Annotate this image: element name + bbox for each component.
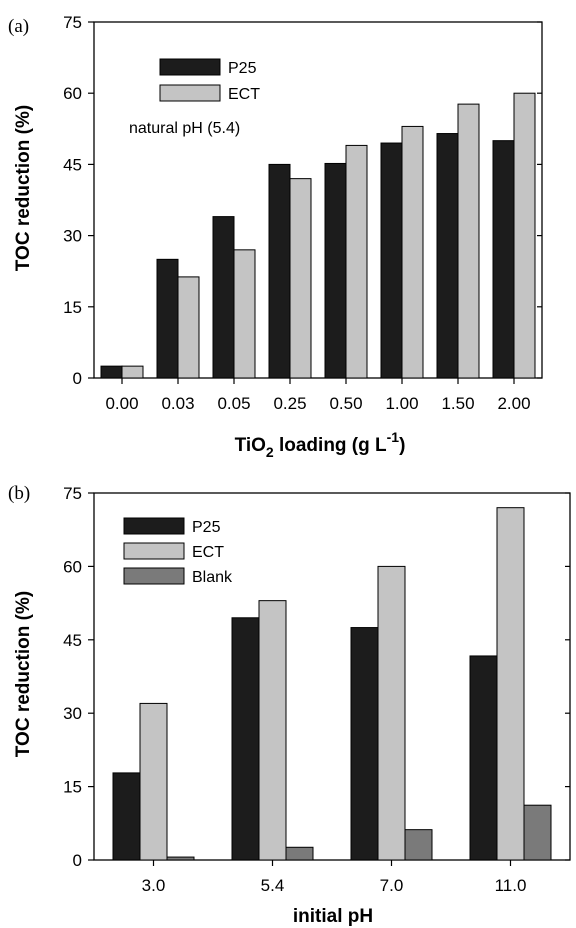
- panel-a-y-tick-label: 60: [63, 84, 82, 103]
- panel-b-y-tick-label: 0: [73, 851, 82, 870]
- panel-b-y-tick-label: 45: [63, 631, 82, 650]
- panel-a-y-tick-label: 75: [63, 13, 82, 32]
- panel-b-bar-p25-7.0: [350, 627, 379, 861]
- panel-b-bar-p25-11.0: [469, 655, 498, 861]
- panel-b-bar-ect-11.0: [496, 507, 525, 861]
- panel-a-label: (a): [8, 16, 29, 37]
- panel-a-x-tick-label: 0.05: [217, 394, 250, 413]
- panel-a-bar-p25-0.03: [156, 258, 179, 379]
- panel-a-bar-p25-0.00: [100, 365, 123, 379]
- panel-a-bar-ect-1.00: [401, 125, 424, 379]
- panel-a-x-tick-label: 1.00: [385, 394, 418, 413]
- panel-a-legend-label-ect: ECT: [228, 86, 260, 103]
- panel-a-x-axis-title-mid: loading (g L: [274, 435, 387, 456]
- panel-a-x-axis-title-end: ): [399, 435, 405, 456]
- panel-a-bar-ect-2.00: [513, 92, 536, 379]
- panel-a-bar-ect-0.00: [121, 365, 144, 379]
- panel-b-y-tick-label: 60: [63, 557, 82, 576]
- panel-a-y-tick-label: 30: [63, 227, 82, 246]
- panel-b-x-axis-title: initial pH: [293, 906, 373, 927]
- panel-a-y-tick-label: 0: [73, 369, 82, 388]
- panel-a-bar-p25-1.50: [436, 133, 459, 379]
- panel-a-x-axis-title-subscript: 2: [266, 444, 274, 460]
- panel-a-x-tick-label: 2.00: [497, 394, 530, 413]
- panel-a-bar-ect-0.50: [345, 144, 368, 379]
- panel-a-bar-p25-0.25: [268, 163, 291, 379]
- panel-a-x-tick-label: 0.00: [105, 394, 138, 413]
- panel-a-legend-label-p25: P25: [228, 60, 257, 77]
- panel-a-bar-ect-0.03: [177, 276, 200, 379]
- panel-a-x-axis-title: TiO2 loading (g L-1): [235, 429, 406, 460]
- panel-a-x-tick-label: 1.50: [441, 394, 474, 413]
- panel-b-bar-blank-11.0: [523, 804, 552, 861]
- panel-b-legend-label-blank: Blank: [192, 569, 233, 586]
- panel-a-y-tick-label: 15: [63, 298, 82, 317]
- panel-a-x-tick-label: 0.25: [273, 394, 306, 413]
- panel-b-bar-ect-7.0: [377, 565, 406, 861]
- panel-a-bar-ect-0.05: [233, 249, 256, 379]
- panel-a-x-axis-title-superscript: -1: [387, 429, 400, 445]
- panel-b-bar-p25-5.4: [231, 617, 260, 861]
- panel-b-bar-blank-7.0: [404, 829, 433, 861]
- panel-a-y-tick-label: 45: [63, 155, 82, 174]
- panel-a-bar-ect-0.25: [289, 178, 312, 379]
- panel-b-legend-swatch-blank: [123, 567, 185, 585]
- panel-a-y-axis-title: TOC reduction (%): [13, 105, 34, 271]
- panel-b-legend-label-p25: P25: [192, 519, 221, 536]
- panel-a-bar-p25-2.00: [492, 140, 515, 379]
- panel-b-x-tick-label: 11.0: [495, 876, 527, 895]
- panel-b-x-tick-label: 7.0: [380, 876, 404, 895]
- panel-a-legend-swatch-ect: [159, 84, 221, 102]
- panel-a-chart: (a) TOC reduction (%) TiO2 loading (g L-…: [8, 13, 543, 460]
- panel-b-bar-ect-5.4: [258, 600, 287, 861]
- panel-b-y-tick-label: 30: [63, 704, 82, 723]
- panel-a-bar-p25-0.05: [212, 216, 235, 379]
- panel-b-plot-frame: [93, 492, 571, 861]
- panel-b-legend-swatch-p25: [123, 517, 185, 535]
- panel-b-chart: (b) TOC reduction (%) initial pH 0 15 30 45…: [8, 483, 571, 927]
- panel-b-bar-p25-3.0: [112, 772, 141, 861]
- panel-a-annotation: natural pH (5.4): [129, 120, 240, 137]
- panel-a-bar-ect-1.50: [457, 103, 480, 379]
- panel-b-y-tick-label: 75: [63, 484, 82, 503]
- panel-b-y-axis-title: TOC reduction (%): [13, 591, 34, 757]
- panel-a-legend-swatch-p25: [159, 58, 221, 76]
- panel-b-y-tick-label: 15: [63, 778, 82, 797]
- panel-a-x-tick-label: 0.50: [329, 394, 362, 413]
- panel-b-bar-ect-3.0: [139, 702, 168, 861]
- panel-b-legend-label-ect: ECT: [192, 544, 224, 561]
- panel-b-legend-swatch-ect: [123, 542, 185, 560]
- panel-a-bar-p25-1.00: [380, 142, 403, 379]
- panel-b-label: (b): [8, 483, 30, 504]
- panel-a-x-axis-title-main: TiO: [235, 435, 266, 456]
- panel-a-bar-p25-0.50: [324, 162, 347, 379]
- panel-a-plot-frame: [93, 21, 543, 379]
- panel-b-x-tick-label: 5.4: [261, 876, 285, 895]
- panel-b-bar-blank-3.0: [166, 856, 195, 861]
- panel-b-x-tick-label: 3.0: [142, 876, 166, 895]
- panel-a-x-tick-label: 0.03: [161, 394, 194, 413]
- panel-b-bar-blank-5.4: [285, 846, 314, 861]
